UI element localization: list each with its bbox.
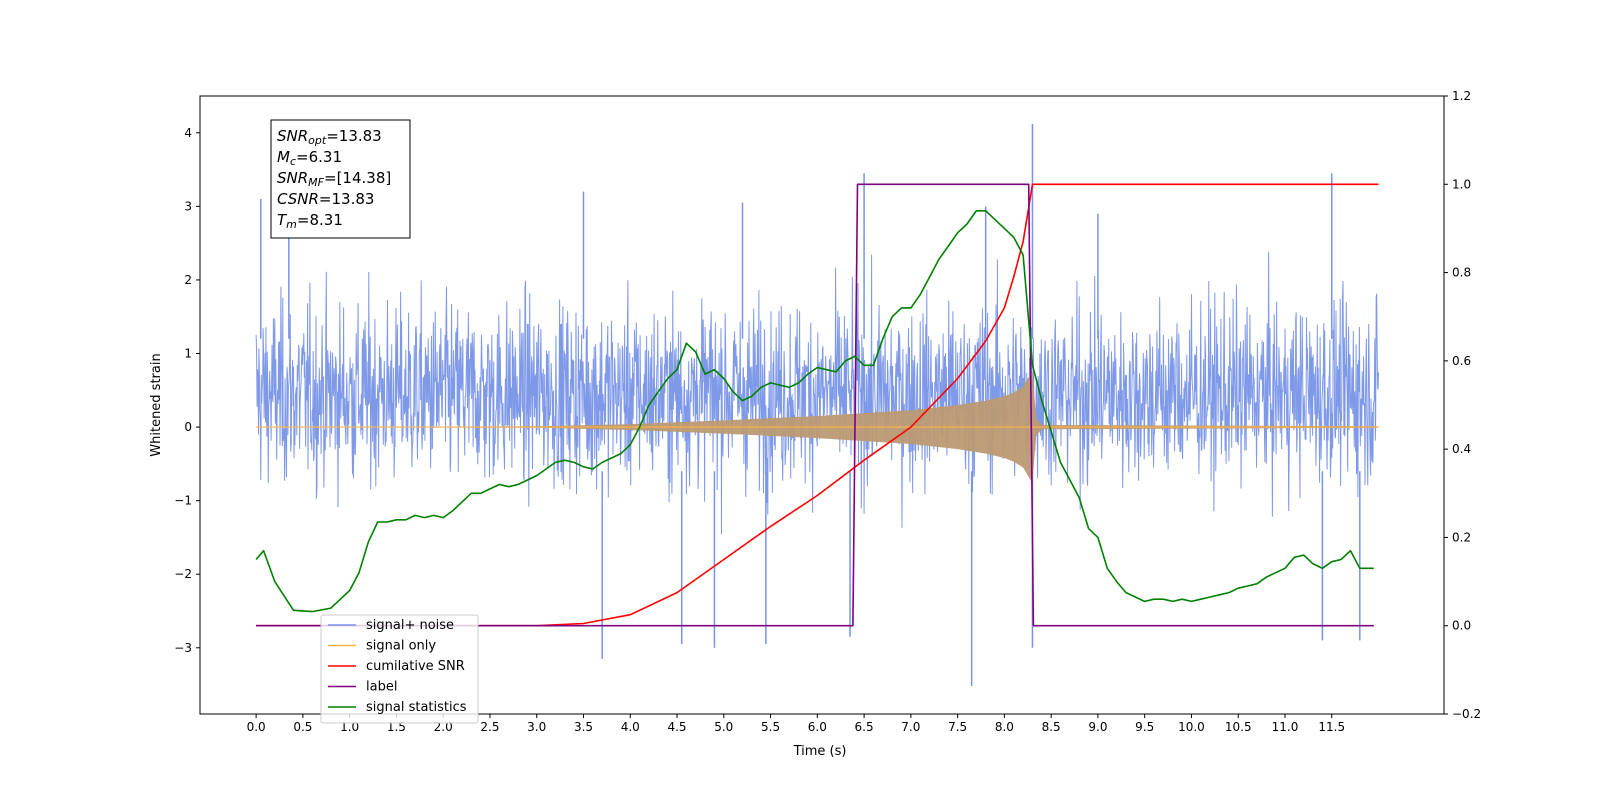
left-y-tick-label: 1 [184,347,192,361]
annotation-value: =8.31 [297,211,343,229]
annotation-subscript: c [290,155,296,168]
legend: signal+ noise signal only cumilative SNR la… [320,614,479,724]
left-y-tick-label: −3 [174,641,192,655]
legend-signal-statistics-text: signal statistics [366,700,467,715]
legend-signal-only-text: signal only [366,639,436,654]
x-tick-label: 5.0 [714,720,733,734]
annotation-symbol: T [277,211,288,229]
right-y-axis-ticks: 1.2 1.0 0.8 0.6 0.4 0.2 0.0 −0.2 [1444,89,1481,721]
right-y-tick-label: 0.4 [1452,442,1471,456]
annotation-value: =13.83 [326,127,382,145]
right-y-tick-label: −0.2 [1452,707,1481,721]
x-tick-label: 10.0 [1178,720,1205,734]
right-y-tick-label: 0.6 [1452,354,1471,368]
annotation-line: Mc=6.31 [277,148,342,168]
x-tick-label: 9.0 [1088,720,1107,734]
legend-label-text: label [366,680,397,695]
annotation-symbol: SNR [277,127,308,145]
annotation-frame [270,119,411,239]
left-y-tick-label: 2 [184,273,192,287]
right-y-tick-label: 0.8 [1452,266,1471,280]
x-tick-label: 8.5 [1042,720,1061,734]
cumulative-snr-line [256,183,1379,627]
annotation-line: CSNR=13.83 [277,190,374,208]
x-tick-label: 5.5 [761,720,780,734]
signal-noise-trace [255,123,1379,687]
right-y-tick-label: 1.0 [1452,177,1471,191]
signal-noise-line [255,251,1379,535]
annotation-subscript: opt [308,134,327,147]
x-tick-label: 6.5 [855,720,874,734]
x-tick-label: 3.0 [527,720,546,734]
x-tick-label: 7.5 [948,720,967,734]
left-y-tick-label: 4 [184,126,192,140]
x-tick-label: 3.5 [574,720,593,734]
annotation-symbol: CSNR [277,190,319,208]
y-axis-label: Whitened strain [149,353,164,456]
x-tick-label: 11.5 [1318,720,1345,734]
left-y-tick-label: 0 [184,420,192,434]
annotation-symbol: SNR [277,169,308,187]
annotation-line: SNRMF=[14.38] [277,169,391,189]
x-tick-label: 0.0 [247,720,266,734]
x-tick-label: 8.0 [995,720,1014,734]
annotation-box: SNRopt=13.83Mc=6.31SNRMF=[14.38]CSNR=13.… [270,119,411,239]
right-y-tick-label: 1.2 [1452,89,1471,103]
legend-cumulative-snr-text: cumilative SNR [366,659,465,674]
legend-signal-noise-text: signal+ noise [366,618,454,633]
right-y-tick-label: 0.2 [1452,530,1471,544]
x-axis-label: Time (s) [793,744,847,759]
annotation-line: Tm=8.31 [277,211,343,231]
left-y-axis-ticks: 4 3 2 1 0 −1 −2 −3 [174,126,200,655]
annotation-subscript: m [286,218,297,231]
plot-frame [199,95,1445,715]
x-tick-label: 2.5 [480,720,499,734]
x-tick-label: 6.0 [808,720,827,734]
legend-frame [320,614,479,724]
left-y-tick-label: −2 [174,567,192,581]
right-y-tick-label: 0.0 [1452,619,1471,633]
x-axis-ticks: 0.0 0.5 1.0 1.5 2.0 2.5 3.0 3.5 4.0 4.5 5.0 5.5 6.0 6… [247,714,1345,734]
annotation-subscript: MF [308,176,324,189]
annotation-value: =6.31 [296,148,342,166]
left-y-tick-label: 3 [184,199,192,213]
annotation-symbol: M [277,148,290,166]
x-tick-label: 7.0 [901,720,920,734]
x-tick-label: 11.0 [1272,720,1299,734]
x-tick-label: 4.5 [667,720,686,734]
annotation-line: SNRopt=13.83 [277,127,382,147]
left-y-tick-label: −1 [174,494,192,508]
x-tick-label: 4.0 [621,720,640,734]
plot-area [255,123,1379,687]
line-series [255,183,1379,627]
annotation-value: =13.83 [319,190,375,208]
annotation-value: =[14.38] [324,169,391,187]
signal-statistics-line [255,210,1374,613]
signal-only-trace [256,371,1379,483]
x-tick-label: 0.5 [293,720,312,734]
x-tick-label: 10.5 [1225,720,1252,734]
label-line [256,183,1374,627]
x-tick-label: 9.5 [1135,720,1154,734]
